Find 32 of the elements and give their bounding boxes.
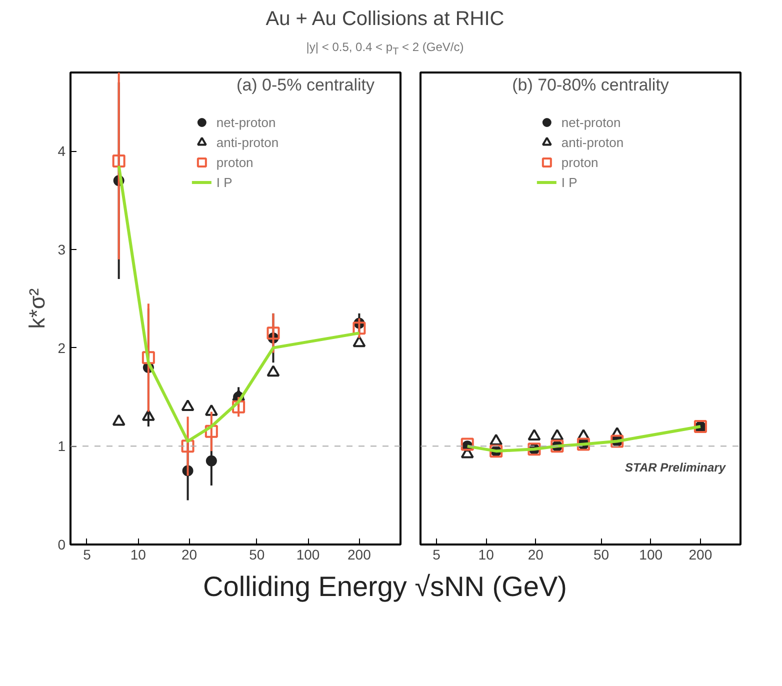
x-tick-label: 10 [478,546,494,562]
x-tick-label: 200 [688,546,712,562]
x-tick-label: 200 [348,546,372,562]
legend-label: net-proton [216,114,276,130]
x-tick-label: 5 [83,546,92,562]
legend-label: anti-proton [216,134,279,150]
legend-label: net-proton [561,114,621,130]
x-tick-label: 20 [528,546,544,562]
chart-title: Au + Au Collisions at RHIC [266,7,504,32]
annotation: (a) 0-5% centrality [236,76,375,94]
y-tick-label: 0 [58,536,66,552]
chart-subtitle: |y| < 0.5, 0.4 < p$_{T}$ < 2 (GeV/c) [306,39,464,60]
x-tick-label: 5 [432,546,441,562]
legend-label: proton [561,154,598,170]
y-axis-title: k*σ² [24,288,50,329]
x-tick-label: 100 [639,546,663,562]
chart-title: (b) 70-80% centrality [512,76,670,94]
legend-label: anti-proton [561,134,624,150]
x-tick-label: 10 [130,546,146,562]
legend-label: I P [561,174,578,190]
y-tick-label: 4 [58,143,66,160]
y-tick-label: 1 [58,438,66,454]
x-tick-label: 100 [296,546,320,562]
legend-label: proton [216,154,254,170]
x-tick-label: 50 [249,546,265,562]
x-axis-title: Colliding Energy √sNN (GeV) [203,570,567,604]
y-tick-label: 3 [58,242,66,258]
x-tick-label: 50 [593,546,610,562]
x-tick-label: 20 [181,546,198,562]
y-tick-label: 2 [58,340,66,356]
legend-label: I P [216,174,234,190]
annotation: STAR Preliminary [625,460,727,474]
